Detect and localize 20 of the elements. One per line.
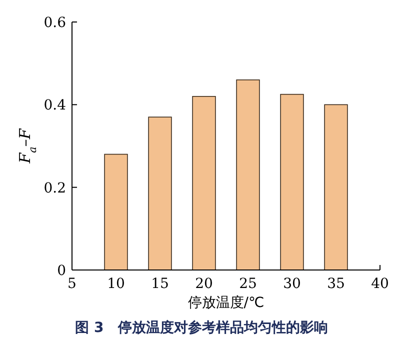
x-tick-label: 5 <box>68 276 76 292</box>
x-tick-label: 25 <box>239 276 257 292</box>
bar <box>236 79 260 270</box>
bar <box>192 96 216 270</box>
bar <box>324 104 348 270</box>
bar <box>104 154 128 270</box>
x-axis-title: 停放温度/℃ <box>188 295 264 311</box>
y-tick-label: 0.4 <box>44 98 66 114</box>
bar <box>148 116 172 270</box>
x-tick-label: 35 <box>327 276 345 292</box>
x-tick-label: 10 <box>107 276 125 292</box>
y-tick-label: 0.6 <box>44 15 66 31</box>
x-tick-label: 15 <box>151 276 169 292</box>
caption: 图 3 停放温度对参考样品均匀性的影响 <box>75 319 328 336</box>
y-tick-label: 0.2 <box>44 180 66 196</box>
x-tick-label: 40 <box>371 276 389 292</box>
y-tick-label: 0 <box>57 263 66 279</box>
bar <box>280 94 304 270</box>
x-tick-label: 30 <box>283 276 301 292</box>
x-tick-label: 20 <box>195 276 213 292</box>
